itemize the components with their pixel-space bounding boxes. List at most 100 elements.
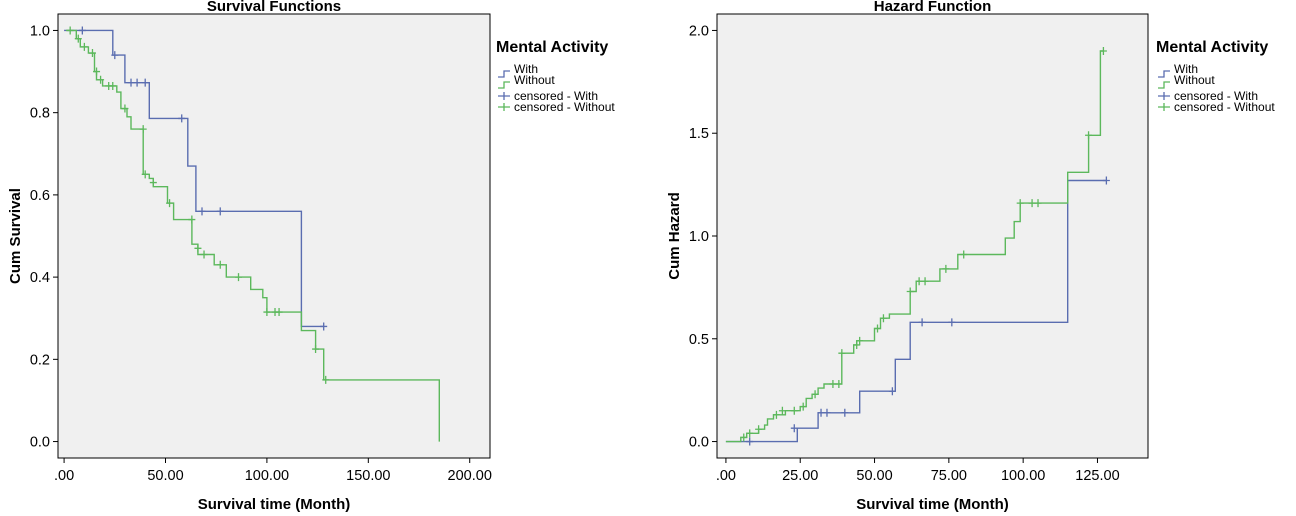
chart1-censored-without-mark (235, 273, 243, 282)
chart2-censored-without-mark (1034, 199, 1042, 208)
chart1-legend-swatch-with (498, 70, 510, 78)
chart1-y-tick-label: 0.4 (30, 270, 50, 286)
chart1-y-axis-label: Cum Survival (7, 188, 24, 284)
chart1-legend-entry-without: Without (514, 73, 555, 87)
chart1-y-tick-label: 0.2 (30, 352, 50, 368)
chart2-censored-without-mark (755, 425, 763, 434)
chart1-censored-with-mark (198, 207, 206, 216)
chart1-censored-with-mark (111, 51, 119, 60)
chart1-censored-without-mark (88, 49, 96, 58)
chart2-x-tick-label: 100.00 (1001, 468, 1045, 484)
chart1-censored-without-mark (141, 170, 149, 179)
chart2-censored-without-mark (1099, 47, 1107, 55)
chart1-legend-title: Mental Activity (496, 39, 608, 56)
chart1-legend-entry-censored-without: censored - Without (514, 100, 615, 114)
chart2-censored-without-mark (790, 406, 798, 415)
chart2-legend-title: Mental Activity (1156, 39, 1268, 56)
chart2-x-tick-label: .00 (716, 468, 736, 484)
chart2-censored-with-mark (888, 387, 896, 396)
chart2-censored-with-mark (746, 437, 754, 446)
chart1-y-tick-label: 1.0 (30, 23, 50, 39)
chart2-x-tick-label: 125.00 (1075, 468, 1119, 484)
chart2-censored-without-mark (874, 324, 882, 333)
chart2-legend-swatch-with (1158, 70, 1170, 78)
chart2-censored-with-mark (918, 318, 926, 327)
chart1-censored-without-mark (275, 308, 283, 317)
chart1-legend-swatch-censored-with (498, 92, 510, 100)
chart1-censored-without-mark (149, 178, 157, 187)
chart1-censored-with-mark (127, 78, 135, 87)
chart2-censored-without-mark (879, 314, 887, 323)
chart1-x-tick-label: 100.00 (245, 468, 289, 484)
chart1-x-tick-label: 50.00 (147, 468, 183, 484)
chart1-legend-swatch-without (498, 81, 510, 89)
chart2-censored-without-mark (921, 277, 929, 286)
chart2-y-tick-label: 2.0 (689, 23, 709, 39)
chart2-censored-with-mark (948, 318, 956, 327)
chart2-censored-without-mark (829, 380, 837, 388)
chart2-censored-without-mark (1016, 199, 1024, 208)
chart2-censored-without-mark (942, 264, 950, 273)
chart2-censored-with-mark (1102, 176, 1110, 185)
chart1-censored-with-mark (78, 26, 86, 35)
chart1-censored-with-mark (216, 207, 224, 216)
chart1-title: Survival Functions (207, 0, 341, 15)
chart1-censored-with-mark (178, 114, 186, 123)
chart1-x-axis-label: Survival time (Month) (198, 496, 351, 513)
chart2-censored-without-mark (960, 250, 968, 259)
chart2-censored-with-mark (841, 408, 849, 417)
chart1-plot-area (57, 13, 491, 459)
chart2-censored-without-mark (772, 410, 780, 419)
chart2-censored-without-mark (811, 390, 819, 399)
chart1-censored-without-mark (216, 260, 224, 269)
chart1-censored-without-mark (166, 199, 174, 208)
chart2-legend-swatch-censored-with (1158, 92, 1170, 100)
chart1-censored-without-mark (200, 250, 208, 259)
chart2-x-tick-label: 50.00 (856, 468, 892, 484)
chart1-legend-entry-with: With (514, 62, 538, 76)
chart2-legend-swatch-without (1158, 81, 1170, 89)
chart2-censored-with-mark (817, 408, 825, 417)
chart2-censored-without-mark (746, 429, 754, 438)
chart1-censored-without-mark (312, 345, 320, 354)
chart2-plot-area (716, 13, 1149, 459)
chart1-x-tick-label: .00 (54, 468, 74, 484)
chart2-title: Hazard Function (874, 0, 992, 15)
chart2-legend-entry-without: Without (1174, 73, 1215, 87)
chart1-y-tick-label: 0.6 (30, 188, 50, 204)
chart2-x-tick-label: 75.00 (931, 468, 967, 484)
chart1-censored-without-mark (322, 375, 330, 384)
chart2-censored-without-mark (838, 349, 846, 358)
chart1-censored-without-mark (93, 67, 101, 76)
chart1-censored-without-mark (66, 26, 74, 35)
chart2-legend-entry-censored-with: censored - With (1174, 89, 1258, 103)
chart1-censored-without-mark (263, 308, 271, 317)
chart2-y-tick-label: 1.0 (689, 229, 709, 245)
chart2-x-axis-label: Survival time (Month) (856, 496, 1009, 513)
chart1-censored-without-mark (188, 215, 196, 224)
chart2-y-axis-label: Cum Hazard (666, 192, 683, 280)
chart2-censored-without-mark (906, 287, 914, 296)
chart2-legend-swatch-censored-without (1158, 103, 1170, 111)
chart2-censored-without-mark (799, 402, 807, 411)
chart1-y-tick-label: 0.8 (30, 106, 50, 122)
chart1-censored-with-mark (133, 78, 141, 87)
chart2-y-tick-label: 1.5 (689, 126, 709, 142)
chart2-legend-entry-with: With (1174, 62, 1198, 76)
chart2-x-tick-label: 25.00 (782, 468, 818, 484)
chart2-censored-without-mark (778, 406, 786, 415)
chart2-legend-entry-censored-without: censored - Without (1174, 100, 1275, 114)
chart2-censored-without-mark (1085, 131, 1093, 140)
chart1-x-tick-label: 150.00 (346, 468, 390, 484)
chart2-censored-without-mark (740, 433, 748, 442)
chart1-censored-without-mark (74, 34, 82, 43)
chart2-censored-without-mark (835, 380, 843, 388)
chart2-censored-without-mark (1028, 199, 1036, 208)
chart2-y-tick-label: 0.5 (689, 332, 709, 348)
chart1-legend-swatch-censored-without (498, 103, 510, 111)
chart2-censored-with-mark (823, 408, 831, 417)
chart1-censored-without-mark (139, 125, 147, 134)
chart1-censored-with-mark (320, 322, 328, 331)
chart2-series-with-line (725, 179, 1107, 443)
